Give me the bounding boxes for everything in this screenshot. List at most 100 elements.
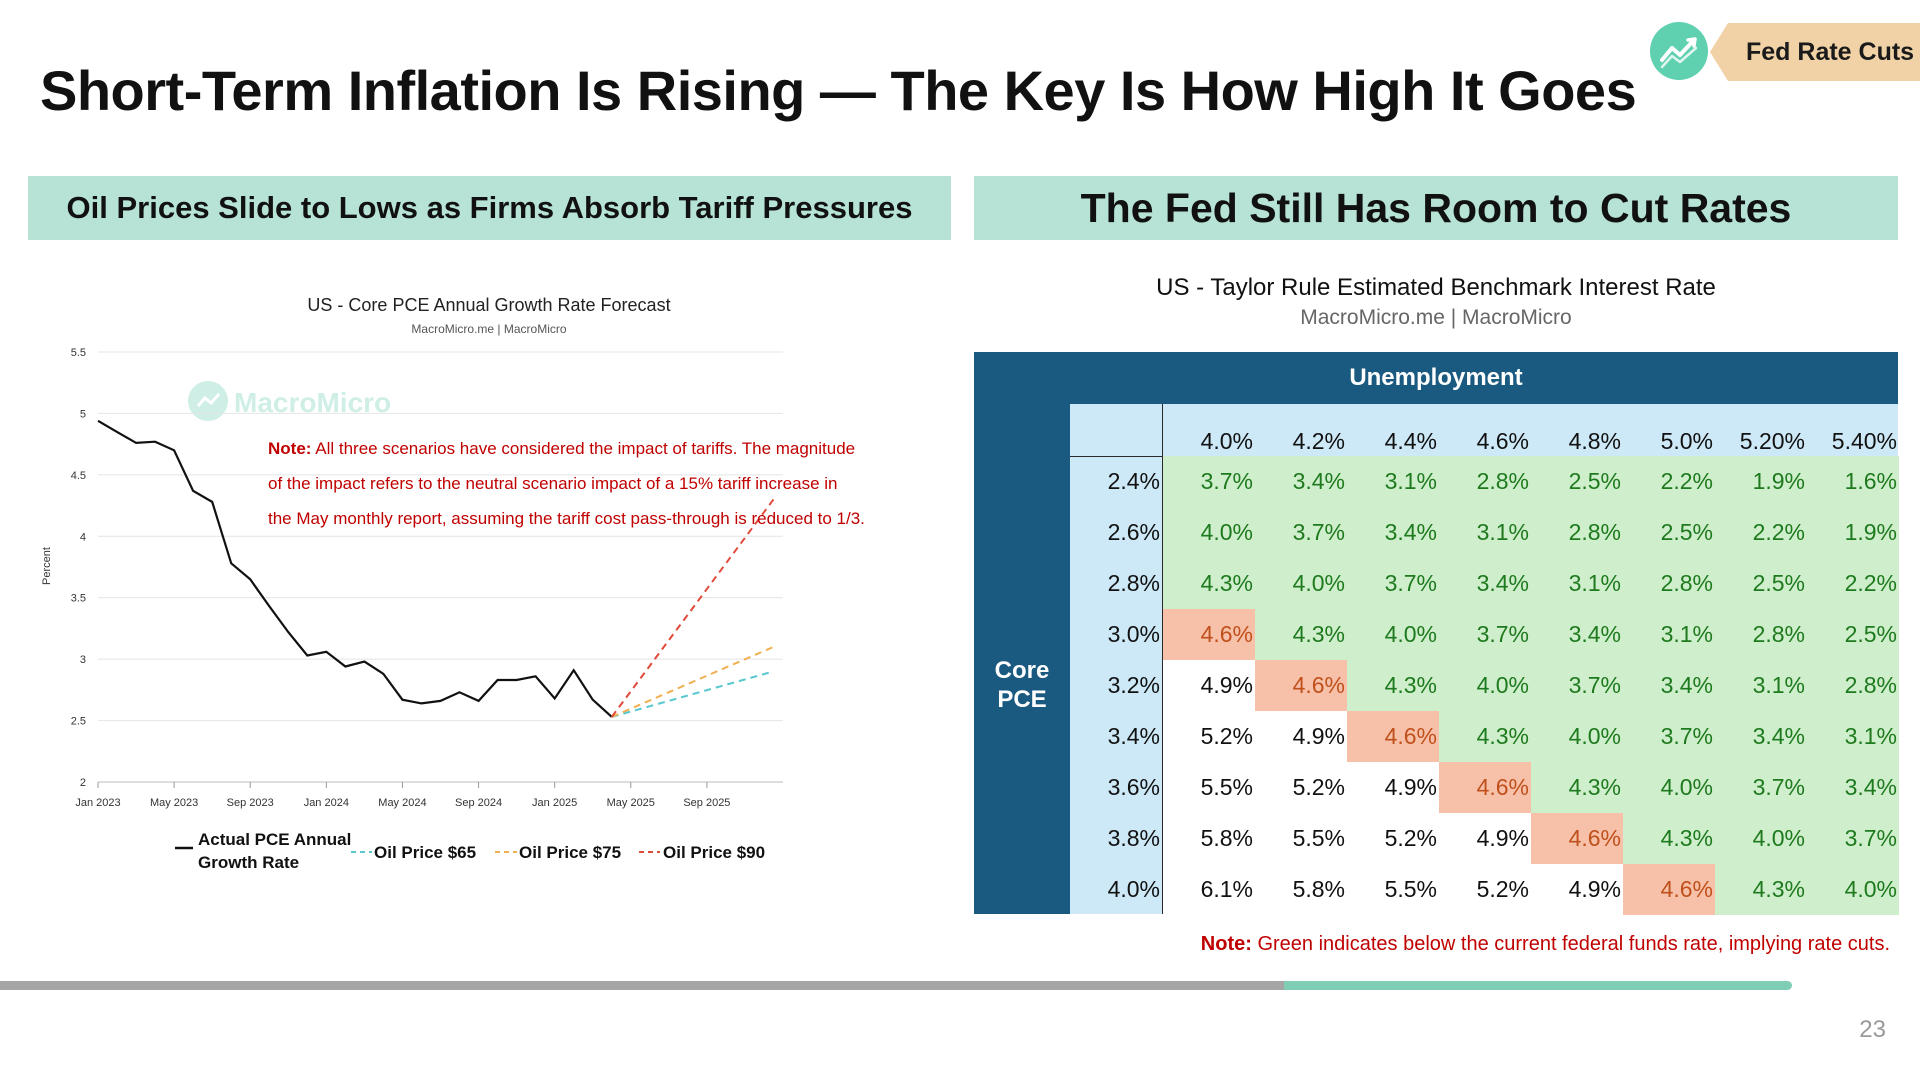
column-header-6: 5.0% <box>1660 428 1713 454</box>
table-cell: 3.1% <box>1715 660 1807 711</box>
x-tick-label: May 2025 <box>607 797 655 809</box>
table-cell: 1.6% <box>1807 456 1899 507</box>
row-header-6: 3.4% <box>1107 723 1160 749</box>
table-cell: 5.5% <box>1384 876 1437 902</box>
table-cell: 2.2% <box>1623 456 1715 507</box>
row-header-2: 2.6% <box>1107 519 1160 545</box>
table-cell: 3.4% <box>1807 762 1899 813</box>
table-cell: 3.1% <box>1807 711 1899 762</box>
table-cell: 3.7% <box>1439 609 1531 660</box>
chart-watermark: MacroMicro <box>188 381 391 421</box>
table-cell: 5.2% <box>1476 876 1529 902</box>
table-cell: 4.0% <box>1439 660 1531 711</box>
column-header-5: 4.8% <box>1568 428 1621 454</box>
table-cell: 2.5% <box>1807 609 1899 660</box>
watermark-text: MacroMicro <box>234 387 391 418</box>
y-tick-label: 4.5 <box>71 470 86 482</box>
table-cell: 3.7% <box>1807 813 1899 864</box>
table-cell: 4.9% <box>1476 825 1529 851</box>
y-tick-label: 3 <box>80 654 86 666</box>
table-cell: 2.5% <box>1531 456 1623 507</box>
y-tick-label: 2.5 <box>71 716 86 728</box>
svg-text:Note: All three scenarios have: Note: All three scenarios have considere… <box>268 439 855 458</box>
table-cell: 4.6% <box>1163 609 1255 660</box>
table-cell: 4.3% <box>1439 711 1531 762</box>
table-cell: 3.1% <box>1347 456 1439 507</box>
x-tick-label: Sep 2024 <box>455 797 502 809</box>
table-note-text: Green indicates below the current federa… <box>1251 933 1890 955</box>
legend-label-oil-75: Oil Price $75 <box>519 843 621 862</box>
y-tick-label: 2 <box>80 777 86 789</box>
table-cell: 1.9% <box>1715 456 1807 507</box>
table-cell: 5.5% <box>1200 774 1253 800</box>
row-header-3: 2.8% <box>1107 570 1160 596</box>
right-panel-header: The Fed Still Has Room to Cut Rates <box>974 176 1898 240</box>
table-cell: 4.9% <box>1200 672 1253 698</box>
column-header-4: 4.6% <box>1476 428 1529 454</box>
table-cell: 4.6% <box>1255 660 1347 711</box>
table-cell: 3.4% <box>1531 609 1623 660</box>
annotation-line-2: of the impact refers to the neutral scen… <box>268 474 837 493</box>
column-header-7: 5.20% <box>1739 428 1805 454</box>
x-tick-label: Sep 2023 <box>227 797 274 809</box>
table-cell: 4.6% <box>1531 813 1623 864</box>
table-cell: 3.1% <box>1623 609 1715 660</box>
table-cell: 5.5% <box>1292 825 1345 851</box>
table-cell: 4.3% <box>1347 660 1439 711</box>
page-title: Short-Term Inflation Is Rising — The Key… <box>40 59 1637 122</box>
row-header-8: 3.8% <box>1107 825 1160 851</box>
y-tick-label: 4 <box>80 531 86 543</box>
row-header-4: 3.0% <box>1107 621 1160 647</box>
y-axis-label: Percent <box>41 547 53 585</box>
table-note-label: Note: <box>1200 933 1252 955</box>
table-cell: 4.3% <box>1255 609 1347 660</box>
table-cell: 3.4% <box>1347 507 1439 558</box>
table-cell: 4.3% <box>1715 864 1807 915</box>
legend-label-oil-90: Oil Price $90 <box>663 843 765 862</box>
x-tick-label: Sep 2025 <box>683 797 730 809</box>
column-header-band <box>1162 404 1898 456</box>
table-cell: 2.2% <box>1715 507 1807 558</box>
table-cell: 3.4% <box>1623 660 1715 711</box>
table-cell: 3.7% <box>1163 456 1255 507</box>
progress-accent <box>1284 981 1792 990</box>
chart-subtitle: MacroMicro.me | MacroMicro <box>411 322 566 336</box>
table-cell: 2.8% <box>1623 558 1715 609</box>
row-header-7: 3.6% <box>1107 774 1160 800</box>
row-header-1: 2.4% <box>1107 468 1160 494</box>
table-cell: 5.2% <box>1200 723 1253 749</box>
series-line-1 <box>611 670 774 718</box>
column-header-8: 5.40% <box>1831 428 1897 454</box>
column-header-2: 4.2% <box>1292 428 1345 454</box>
table-cell: 4.9% <box>1292 723 1345 749</box>
table-cell: 2.8% <box>1715 609 1807 660</box>
row-header-9: 4.0% <box>1107 876 1160 902</box>
column-header-3: 4.4% <box>1384 428 1437 454</box>
table-cell: 4.3% <box>1623 813 1715 864</box>
table-cell: 2.5% <box>1715 558 1807 609</box>
core-pce-forecast-chart: US - Core PCE Annual Growth Rate Forecas… <box>41 295 865 872</box>
table-title: US - Taylor Rule Estimated Benchmark Int… <box>1156 274 1716 301</box>
table-cell: 3.1% <box>1531 558 1623 609</box>
table-cell: 3.7% <box>1255 507 1347 558</box>
table-cell: 5.8% <box>1292 876 1345 902</box>
row-header-band <box>1070 404 1162 914</box>
annotation-line-3: the May monthly report, assuming the tar… <box>268 509 865 528</box>
left-panel-header: Oil Prices Slide to Lows as Firms Absorb… <box>28 176 951 240</box>
x-tick-label: Jan 2025 <box>532 797 577 809</box>
annotation-line-1: All three scenarios have considered the … <box>311 439 855 458</box>
table-cell: 2.8% <box>1439 456 1531 507</box>
table-cell: 5.8% <box>1200 825 1253 851</box>
core-pce-axis-label: Core PCE <box>974 656 1070 714</box>
table-cell: 4.6% <box>1439 762 1531 813</box>
x-tick-label: May 2024 <box>378 797 426 809</box>
table-cell: 5.2% <box>1292 774 1345 800</box>
legend-label-actual-1: Actual PCE Annual <box>198 830 351 849</box>
table-cell: 4.0% <box>1347 609 1439 660</box>
table-cell: 3.7% <box>1715 762 1807 813</box>
chart-annotation: Note: All three scenarios have considere… <box>268 439 865 528</box>
series-line-2 <box>611 645 774 718</box>
table-subtitle: MacroMicro.me | MacroMicro <box>1300 306 1572 329</box>
table-cell: 6.1% <box>1200 876 1253 902</box>
table-cell: 3.7% <box>1347 558 1439 609</box>
